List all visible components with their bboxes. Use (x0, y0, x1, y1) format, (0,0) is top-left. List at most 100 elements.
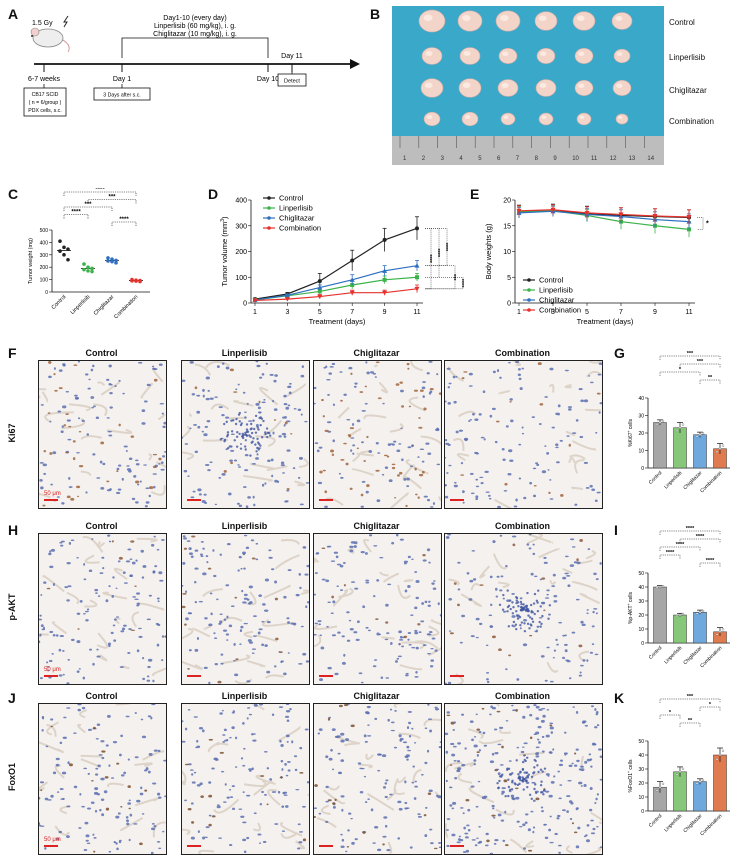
cell-nucleus (149, 753, 153, 756)
cell-nucleus (79, 465, 83, 467)
cell-nucleus (578, 645, 582, 648)
cell-nucleus (562, 657, 565, 659)
scale-bar (450, 845, 464, 847)
cell-nucleus (332, 769, 334, 771)
column-title-control: Control (38, 691, 165, 701)
cell-nucleus (195, 386, 198, 389)
cell-nucleus (325, 430, 329, 432)
data-point (58, 239, 62, 243)
cell-nucleus (221, 414, 224, 416)
tissue-fiber (139, 604, 165, 610)
cell-nucleus (202, 729, 205, 732)
cell-nucleus (414, 676, 418, 678)
cell-nucleus (472, 839, 476, 841)
data-point (696, 782, 698, 784)
tumor-sample (499, 48, 517, 63)
tissue-fiber (407, 460, 429, 474)
data-point (90, 267, 94, 271)
cell-nucleus (564, 573, 568, 575)
legend-marker (267, 196, 271, 200)
cell-nucleus (367, 798, 370, 800)
y-tick-label: 400 (235, 198, 247, 205)
cell-nucleus (445, 683, 447, 684)
cell-nucleus (111, 595, 114, 598)
cell-cluster (528, 610, 530, 612)
cell-nucleus (587, 759, 591, 762)
cell-nucleus (479, 841, 482, 844)
tissue-fiber (253, 823, 260, 830)
cell-nucleus (101, 757, 104, 759)
cell-nucleus (394, 710, 396, 712)
cell-cluster (533, 602, 535, 604)
legend-marker (527, 278, 531, 282)
bar-linperlisib (674, 428, 687, 468)
cell-nucleus (349, 546, 353, 548)
cell-nucleus (344, 584, 346, 586)
cell-nucleus (446, 715, 450, 716)
cell-nucleus (96, 738, 99, 740)
ihc-image-foxo1-linperlisib (181, 703, 310, 855)
x-tick-label: Combination (113, 294, 139, 320)
cell-nucleus (136, 463, 140, 465)
cell-nucleus (151, 852, 154, 854)
data-point (696, 612, 698, 614)
cell-nucleus (48, 376, 52, 378)
cell-nucleus (550, 681, 554, 683)
cell-nucleus (478, 826, 481, 828)
cell-nucleus (546, 589, 549, 591)
cell-nucleus (385, 639, 389, 640)
cell-nucleus (572, 432, 576, 434)
cell-nucleus (191, 802, 194, 804)
cell-nucleus (389, 479, 393, 482)
cell-nucleus (272, 432, 274, 435)
cell-cluster (220, 438, 222, 440)
data-point (679, 614, 681, 616)
cell-nucleus (73, 364, 77, 366)
cell-nucleus (288, 769, 291, 771)
cell-nucleus (452, 729, 455, 731)
cell-nucleus (107, 535, 110, 537)
tissue-texture (39, 361, 166, 508)
cell-nucleus (532, 831, 534, 833)
cell-nucleus (291, 740, 293, 743)
data-point (656, 790, 658, 792)
y-tick-label: 20 (638, 613, 644, 619)
cell-nucleus (414, 786, 418, 788)
tissue-fiber (380, 572, 389, 576)
cell-nucleus (557, 771, 560, 773)
cell-nucleus (138, 636, 142, 638)
cell-cluster (540, 605, 542, 607)
significance-label: *** (454, 273, 460, 280)
cell-nucleus (182, 741, 186, 743)
cell-nucleus (85, 611, 89, 613)
scale-bar (319, 499, 333, 501)
cell-nucleus (339, 705, 343, 707)
cell-nucleus (333, 806, 336, 809)
data-point (82, 268, 86, 272)
tissue-fiber (81, 472, 90, 476)
cell-nucleus (562, 577, 566, 580)
cell-nucleus (461, 462, 463, 464)
tumor-highlight (618, 116, 622, 119)
cell-nucleus (556, 644, 559, 646)
cell-nucleus (522, 823, 525, 826)
cell-nucleus (398, 643, 400, 646)
legend-label-combination: Combination (539, 306, 581, 315)
cell-cluster (530, 604, 532, 606)
cell-nucleus (503, 598, 505, 600)
cell-nucleus (182, 585, 183, 587)
legend-marker (267, 226, 271, 230)
significance-label: **** (462, 278, 468, 287)
cell-nucleus (501, 746, 504, 749)
cell-nucleus (347, 846, 350, 848)
cell-nucleus (478, 781, 481, 782)
panel-letter-h: H (8, 522, 18, 538)
cell-nucleus (494, 843, 497, 845)
cell-nucleus (281, 768, 283, 771)
cell-nucleus (152, 366, 154, 368)
cell-nucleus (419, 631, 422, 633)
cell-nucleus (404, 636, 407, 638)
cell-nucleus (267, 621, 271, 623)
cell-nucleus (385, 677, 389, 678)
cell-nucleus (549, 723, 553, 725)
